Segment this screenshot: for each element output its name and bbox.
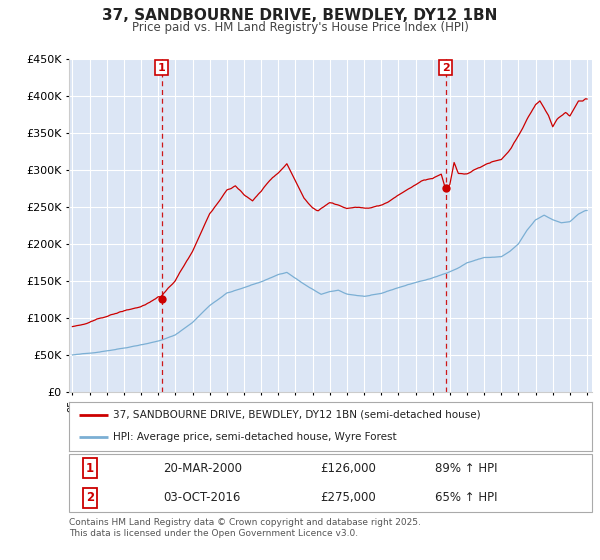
- Text: 89% ↑ HPI: 89% ↑ HPI: [435, 462, 498, 475]
- Text: 1: 1: [158, 63, 166, 72]
- Text: 37, SANDBOURNE DRIVE, BEWDLEY, DY12 1BN (semi-detached house): 37, SANDBOURNE DRIVE, BEWDLEY, DY12 1BN …: [113, 410, 481, 420]
- Text: 2: 2: [442, 63, 449, 72]
- Text: Price paid vs. HM Land Registry's House Price Index (HPI): Price paid vs. HM Land Registry's House …: [131, 21, 469, 34]
- Text: 2: 2: [86, 491, 94, 504]
- Text: £126,000: £126,000: [320, 462, 376, 475]
- Text: 20-MAR-2000: 20-MAR-2000: [163, 462, 242, 475]
- Text: 03-OCT-2016: 03-OCT-2016: [163, 491, 241, 504]
- Text: 65% ↑ HPI: 65% ↑ HPI: [435, 491, 498, 504]
- Text: This data is licensed under the Open Government Licence v3.0.: This data is licensed under the Open Gov…: [69, 529, 358, 538]
- Text: Contains HM Land Registry data © Crown copyright and database right 2025.: Contains HM Land Registry data © Crown c…: [69, 518, 421, 527]
- Text: HPI: Average price, semi-detached house, Wyre Forest: HPI: Average price, semi-detached house,…: [113, 432, 397, 442]
- Text: £275,000: £275,000: [320, 491, 376, 504]
- Text: 37, SANDBOURNE DRIVE, BEWDLEY, DY12 1BN: 37, SANDBOURNE DRIVE, BEWDLEY, DY12 1BN: [103, 8, 497, 24]
- Text: 1: 1: [86, 462, 94, 475]
